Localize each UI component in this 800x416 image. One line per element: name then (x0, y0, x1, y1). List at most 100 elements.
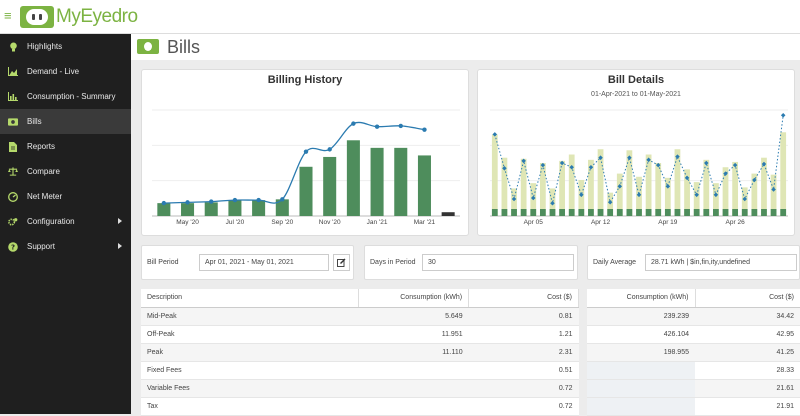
money-icon (8, 117, 18, 127)
bar (616, 173, 623, 216)
table-row: 239.239 34.42 (587, 307, 800, 326)
bar-base (751, 209, 758, 216)
sidebar-item-compare[interactable]: Compare (0, 159, 131, 184)
table-cell: 41.25 (695, 343, 800, 362)
bar-base (703, 209, 710, 216)
bar (559, 160, 565, 216)
data-point (161, 200, 167, 206)
bar (323, 156, 337, 216)
bar-base (684, 209, 690, 216)
page-header: Bills (131, 34, 800, 60)
edit-period-button[interactable] (333, 254, 350, 271)
table-cell: 0.72 (468, 397, 579, 416)
bar (181, 203, 195, 216)
gears-icon (8, 217, 18, 227)
table-cell: 1.21 (468, 325, 579, 344)
bar (539, 163, 546, 216)
data-point (303, 149, 309, 154)
bar-base (664, 209, 671, 216)
sidebar-item-label: Demand - Live (27, 67, 80, 76)
sidebar-item-support[interactable]: ? Support (0, 234, 131, 259)
data-point (280, 197, 285, 202)
bar (417, 155, 431, 216)
x-tick-label: Mar '21 (413, 219, 436, 226)
column-header[interactable]: Cost ($) (695, 289, 800, 308)
table-cell: 0.72 (468, 379, 579, 398)
bar (741, 187, 748, 216)
bar (722, 167, 729, 216)
table-cell: 5.649 (358, 307, 469, 326)
bar (252, 200, 266, 216)
bulb-icon (8, 42, 18, 52)
bar-base (549, 209, 556, 216)
svg-text:?: ? (11, 243, 15, 251)
days-in-period-input[interactable]: 30 (422, 254, 574, 271)
bar (655, 163, 662, 216)
data-point (374, 124, 380, 129)
data-point (502, 166, 507, 171)
bar (770, 174, 777, 216)
bar-base (722, 209, 729, 216)
days-in-period-label: Days in Period (370, 259, 416, 266)
table-row: Fixed Fees 0.51 (141, 361, 579, 380)
days-in-period-card: Days in Period 30 (364, 245, 578, 280)
bar-base (501, 209, 508, 216)
daily-average-label: Daily Average (593, 259, 637, 266)
sidebar-item-net-meter[interactable]: Net Meter (0, 184, 131, 209)
bar-base (713, 209, 719, 216)
sidebar-item-label: Bills (27, 117, 42, 126)
bill-breakdown-table: Description Consumption (kWh) Cost ($) M… (141, 289, 579, 416)
sidebar-item-bills[interactable]: Bills (0, 109, 131, 134)
bar (441, 212, 455, 216)
menu-icon[interactable]: ≡ (4, 8, 12, 23)
bar-base (520, 209, 527, 216)
sidebar-item-consumption-summary[interactable]: Consumption - Summary (0, 84, 131, 109)
data-point (232, 197, 238, 203)
table-cell: 0.81 (468, 307, 579, 326)
column-header[interactable]: Consumption (kWh) (358, 289, 470, 308)
billing-history-chart[interactable] (142, 70, 470, 237)
bar (157, 203, 171, 216)
bar (645, 154, 652, 216)
bar (275, 199, 289, 216)
table-cell: 198.955 (587, 343, 695, 362)
x-tick-label: Sep '20 (271, 219, 294, 226)
data-point (684, 175, 690, 181)
data-point (398, 123, 403, 129)
sidebar-item-highlights[interactable]: Highlights (0, 34, 131, 59)
x-tick-label: Jul '20 (225, 219, 245, 226)
table-cell: 21.61 (695, 379, 800, 398)
table-cell: 239.239 (587, 307, 695, 326)
table-cell: 42.95 (695, 325, 800, 344)
table-header-row: Description Consumption (kWh) Cost ($) (141, 289, 579, 308)
series-line (163, 121, 425, 204)
table-cell (587, 397, 695, 416)
column-header[interactable]: Cost ($) (468, 289, 579, 308)
bill-details-chart[interactable] (478, 70, 796, 237)
table-cell: Mid-Peak (141, 307, 359, 326)
column-header[interactable]: Description (141, 289, 360, 308)
bar (664, 177, 671, 216)
bar (751, 173, 758, 216)
daily-average-input[interactable]: 28.71 kWh | $in,fin,ity,undefined (645, 254, 797, 271)
app-logo[interactable]: MyEyedro (20, 4, 138, 30)
bar-base (741, 209, 748, 216)
bar-base (578, 209, 585, 216)
sidebar-item-label: Highlights (27, 42, 63, 51)
sidebar-item-label: Configuration (27, 217, 75, 226)
bar (578, 179, 585, 216)
sidebar-item-reports[interactable]: Reports (0, 134, 131, 159)
bar (299, 166, 313, 216)
sidebar: Highlights Demand - Live Consumption - S… (0, 34, 131, 414)
bill-period-input[interactable]: Apr 01, 2021 - May 01, 2021 (199, 254, 329, 271)
table-cell (358, 361, 469, 380)
sidebar-item-label: Consumption - Summary (27, 92, 116, 101)
bar (713, 183, 719, 216)
sidebar-item-configuration[interactable]: Configuration (0, 209, 131, 234)
table-row: 21.61 (587, 379, 800, 398)
bar (674, 149, 681, 216)
column-header[interactable]: Consumption (kWh) (587, 289, 696, 308)
edit-icon (337, 258, 346, 267)
x-tick-label: Apr 05 (523, 219, 543, 226)
sidebar-item-demand-live[interactable]: Demand - Live (0, 59, 131, 84)
